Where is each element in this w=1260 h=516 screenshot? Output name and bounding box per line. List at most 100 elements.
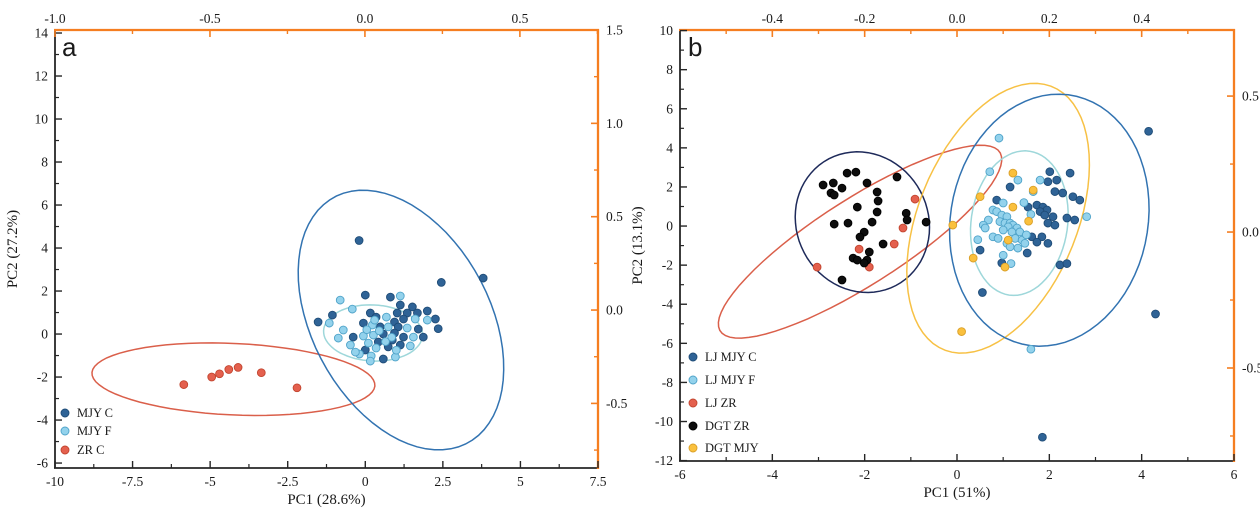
y-tick-label: -6 bbox=[37, 456, 48, 471]
y-axis-title: PC2 (13.1%) bbox=[630, 206, 646, 284]
y-tick-label: 6 bbox=[41, 198, 48, 213]
data-point bbox=[408, 302, 417, 312]
data-point bbox=[837, 183, 847, 193]
data-point bbox=[1008, 168, 1018, 178]
data-point bbox=[383, 322, 393, 332]
data-point bbox=[392, 308, 402, 318]
data-point bbox=[872, 187, 882, 197]
data-point bbox=[378, 354, 388, 364]
data-point bbox=[354, 236, 364, 245]
data-point bbox=[365, 308, 375, 318]
series-dgt-zr bbox=[818, 167, 931, 285]
data-point bbox=[370, 315, 379, 325]
legend-label: DGT MJY bbox=[705, 441, 759, 455]
legend-label: LJ MJY C bbox=[705, 350, 757, 364]
legend-label: LJ MJY F bbox=[705, 373, 755, 387]
legend-item: ZR C bbox=[60, 443, 104, 457]
data-point bbox=[998, 225, 1008, 235]
legend-marker bbox=[688, 375, 698, 385]
data-point bbox=[215, 369, 224, 379]
y-tick-label: 4 bbox=[666, 140, 673, 155]
x-tick-label: 0 bbox=[954, 467, 961, 482]
x-tick-label: -4 bbox=[767, 467, 778, 482]
data-point bbox=[957, 327, 966, 336]
data-point bbox=[1048, 212, 1058, 222]
legend-marker bbox=[688, 352, 698, 362]
x-axis-title: PC1 (51%) bbox=[923, 485, 990, 501]
data-point bbox=[422, 315, 432, 325]
right-tick-label: 0.5 bbox=[1242, 89, 1259, 104]
data-point bbox=[968, 253, 978, 263]
y-tick-label: -6 bbox=[662, 336, 673, 351]
data-point bbox=[1008, 202, 1018, 212]
data-point bbox=[405, 341, 415, 351]
series-lj-zr bbox=[812, 194, 920, 272]
legend-marker bbox=[688, 398, 698, 408]
data-point bbox=[1075, 195, 1085, 205]
data-point bbox=[998, 250, 1008, 260]
data-point bbox=[1035, 175, 1045, 185]
data-point bbox=[233, 363, 243, 372]
legend: MJY C MJY F ZR C bbox=[60, 406, 113, 457]
axes: -10 -7.5 -5 -2.5 0 2.5 5 7.5 14 12 10 8 6 4 2 0 -2 -4 -6 -1… bbox=[35, 11, 628, 489]
legend-marker bbox=[60, 445, 70, 455]
y-tick-label: -4 bbox=[662, 297, 673, 312]
data-point bbox=[984, 215, 993, 225]
data-point bbox=[1043, 238, 1053, 248]
data-point bbox=[854, 244, 864, 254]
data-point bbox=[347, 304, 357, 314]
legend-marker bbox=[60, 426, 70, 436]
legend-item: LJ ZR bbox=[688, 396, 737, 410]
legend-label: DGT ZR bbox=[705, 419, 750, 433]
right-tick-label: -0.5 bbox=[1242, 361, 1260, 376]
data-point bbox=[828, 178, 838, 188]
data-point bbox=[1026, 344, 1036, 354]
data-point bbox=[818, 180, 828, 190]
data-point bbox=[892, 172, 902, 182]
x-tick-label: 4 bbox=[1138, 467, 1145, 482]
data-point bbox=[859, 258, 869, 268]
y-tick-label: 0 bbox=[41, 327, 48, 342]
data-point bbox=[1082, 212, 1092, 222]
y-tick-label: 12 bbox=[35, 69, 49, 84]
y-axis-title: PC2 (27.2%) bbox=[5, 210, 21, 288]
data-point bbox=[878, 239, 888, 249]
series-zr-c bbox=[179, 363, 302, 393]
data-point bbox=[224, 365, 234, 374]
data-point bbox=[292, 383, 302, 393]
legend-item: LJ MJY F bbox=[688, 373, 755, 387]
data-point bbox=[1000, 262, 1010, 272]
data-point bbox=[993, 234, 1003, 243]
legend-label: ZR C bbox=[77, 443, 104, 457]
data-point bbox=[256, 368, 266, 378]
y-tick-label: 10 bbox=[660, 23, 674, 38]
data-point bbox=[1005, 182, 1015, 192]
legend-item: DGT MJY bbox=[688, 441, 759, 455]
confidence-ellipse-zr-c bbox=[91, 342, 376, 417]
data-point bbox=[381, 337, 390, 346]
data-point bbox=[1068, 192, 1078, 202]
data-point bbox=[1020, 238, 1030, 248]
legend-item: MJY F bbox=[60, 424, 112, 438]
x-tick-label: 6 bbox=[1231, 467, 1238, 482]
panel-a: -10 -7.5 -5 -2.5 0 2.5 5 7.5 14 12 10 8 6 4 2 0 -2 -4 -6 -1… bbox=[5, 11, 628, 508]
right-tick-label: 0.0 bbox=[1242, 225, 1259, 240]
top-tick-label: -0.4 bbox=[762, 11, 784, 26]
top-tick-label: -0.5 bbox=[199, 11, 221, 26]
data-point bbox=[1151, 309, 1160, 319]
data-point bbox=[348, 332, 358, 342]
data-point bbox=[364, 338, 373, 348]
data-point bbox=[864, 247, 874, 257]
data-point bbox=[910, 194, 920, 204]
data-point bbox=[436, 278, 446, 287]
data-point bbox=[1040, 210, 1050, 220]
data-point bbox=[948, 220, 958, 230]
data-point bbox=[362, 325, 372, 335]
y-tick-label: 4 bbox=[41, 241, 48, 256]
data-point bbox=[410, 314, 420, 324]
data-point bbox=[1043, 177, 1053, 187]
x-tick-label: -5 bbox=[205, 474, 216, 489]
data-point bbox=[374, 326, 384, 336]
top-tick-label: 0.2 bbox=[1041, 11, 1058, 26]
